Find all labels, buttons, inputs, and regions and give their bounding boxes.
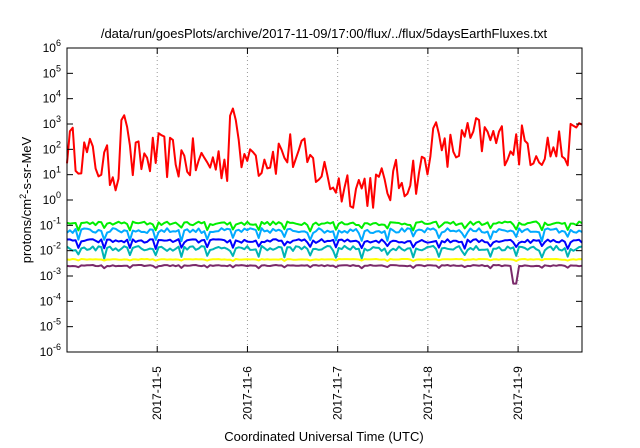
y-tick-label: 102 bbox=[43, 139, 61, 156]
y-tick-exponent: -5 bbox=[53, 317, 61, 327]
y-tick-base: 10 bbox=[43, 168, 57, 182]
series-line-2 bbox=[66, 220, 583, 233]
plot-frame bbox=[66, 47, 583, 353]
y-tick-base: 10 bbox=[40, 244, 54, 258]
y-tick-base: 10 bbox=[43, 41, 57, 55]
x-tick-label: 2017-11-6 bbox=[240, 366, 254, 420]
series-line-3 bbox=[66, 227, 583, 243]
y-axis-label-base: protons/cm bbox=[19, 199, 34, 263]
y-tick-exponent: 2 bbox=[56, 139, 61, 149]
y-tick-label: 10-6 bbox=[40, 342, 61, 359]
y-tick-label: 100 bbox=[43, 190, 61, 207]
y-tick-exponent: -2 bbox=[53, 241, 61, 251]
series-line-5 bbox=[66, 244, 583, 260]
chart-title: /data/run/goesPlots/archive/2017-11-09/1… bbox=[101, 26, 548, 41]
y-tick-base: 10 bbox=[43, 92, 57, 106]
y-tick-base: 10 bbox=[40, 294, 54, 308]
y-tick-exponent: 0 bbox=[56, 190, 61, 200]
y-tick-label: 103 bbox=[43, 114, 61, 131]
y-tick-label: 106 bbox=[43, 38, 61, 55]
y-tick-label: 10-1 bbox=[40, 215, 61, 232]
series-line-6 bbox=[66, 258, 583, 262]
x-axis-ticks: 2017-11-5 2017-11-6 2017-11-7 2017-11-8 2017… bbox=[150, 48, 525, 420]
y-tick-label: 10-2 bbox=[40, 241, 61, 258]
x-tick-label: 2017-11-5 bbox=[150, 366, 164, 420]
y-tick-exponent: -1 bbox=[53, 215, 61, 225]
y-tick-label: 104 bbox=[43, 89, 61, 106]
x-tick-label: 2017-11-9 bbox=[511, 366, 525, 420]
x-axis-label: Coordinated Universal Time (UTC) bbox=[224, 429, 423, 444]
y-axis-ticks: 10-610-510-410-310-210-11001011021031041… bbox=[40, 38, 582, 359]
y-tick-base: 10 bbox=[43, 142, 57, 156]
y-tick-exponent: 1 bbox=[56, 165, 61, 175]
y-tick-exponent: 4 bbox=[56, 89, 61, 99]
series-line-7 bbox=[66, 264, 583, 285]
y-tick-label: 10-4 bbox=[40, 291, 61, 308]
y-tick-base: 10 bbox=[43, 193, 57, 207]
y-tick-exponent: -3 bbox=[53, 266, 61, 276]
y-tick-exponent: 3 bbox=[56, 114, 61, 124]
x-tick-label: 2017-11-8 bbox=[421, 366, 435, 420]
y-tick-label: 10-3 bbox=[40, 266, 61, 283]
y-tick-base: 10 bbox=[43, 66, 57, 80]
series-line-4 bbox=[66, 238, 583, 250]
y-tick-label: 10-5 bbox=[40, 317, 61, 334]
y-axis-label-sup: 2 bbox=[18, 194, 28, 199]
y-tick-exponent: 6 bbox=[56, 38, 61, 48]
y-axis-label: protons/cm2-s-sr-MeV bbox=[18, 136, 34, 263]
series-group bbox=[66, 107, 583, 285]
y-tick-exponent: -6 bbox=[53, 342, 61, 352]
grid-lines bbox=[156, 48, 519, 352]
y-tick-exponent: -4 bbox=[53, 291, 61, 301]
y-tick-label: 101 bbox=[43, 165, 61, 182]
y-tick-label: 105 bbox=[43, 63, 61, 80]
y-tick-base: 10 bbox=[40, 218, 54, 232]
y-tick-base: 10 bbox=[40, 345, 54, 359]
x-tick-label: 2017-11-7 bbox=[331, 366, 345, 420]
y-tick-base: 10 bbox=[40, 320, 54, 334]
series-line-1 bbox=[66, 107, 583, 209]
y-tick-exponent: 5 bbox=[56, 63, 61, 73]
y-axis-label-tail: -s-sr-MeV bbox=[19, 136, 34, 193]
y-tick-base: 10 bbox=[40, 269, 54, 283]
y-tick-base: 10 bbox=[43, 117, 57, 131]
